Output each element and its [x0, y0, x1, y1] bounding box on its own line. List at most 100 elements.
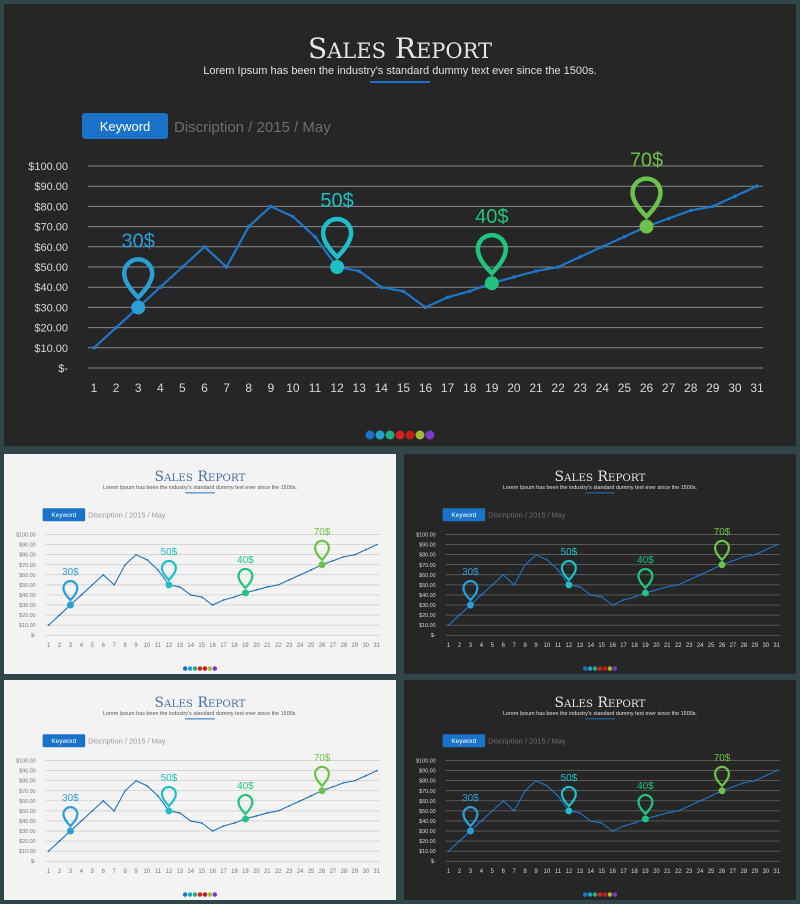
x-tick-label: 1 — [47, 869, 51, 875]
y-tick-label: $50.00 — [419, 583, 436, 589]
pagination-dot[interactable] — [602, 892, 608, 897]
pagination-dots[interactable] — [182, 892, 218, 897]
slide-thumbnail-top-left[interactable]: SALES REPORT Lorem Ipsum has been the ind… — [4, 454, 396, 674]
y-tick-label: $50.00 — [19, 809, 36, 815]
price-marker: 50$ — [161, 773, 178, 815]
keyword-button[interactable]: Keyword — [442, 508, 486, 522]
data-point — [124, 789, 127, 792]
slide-thumbnail-bottom-right[interactable]: SALES REPORT Lorem Ipsum has been the ind… — [404, 680, 796, 900]
x-tick-label: 12 — [566, 869, 573, 875]
y-tick-label: $90.00 — [419, 543, 436, 549]
x-tick-label: 8 — [123, 869, 127, 875]
y-tick-label: $- — [431, 859, 436, 865]
y-tick-label: $60.00 — [419, 799, 436, 805]
pagination-dot[interactable] — [385, 430, 395, 440]
pagination-dot[interactable] — [587, 666, 593, 671]
pagination-dot[interactable] — [202, 892, 208, 897]
pagination-dot[interactable] — [202, 666, 208, 671]
pagination-dot[interactable] — [587, 892, 593, 897]
pagination-dot[interactable] — [415, 430, 425, 440]
pagination-dot[interactable] — [602, 666, 608, 671]
data-point — [711, 204, 715, 209]
pagination-dot[interactable] — [582, 892, 588, 897]
pagination-dot[interactable] — [395, 430, 405, 440]
x-tick-label: 21 — [529, 381, 543, 395]
x-tick-label: 16 — [209, 869, 216, 875]
x-tick-label: 11 — [309, 381, 322, 395]
x-tick-label: 4 — [80, 869, 84, 875]
x-tick-label: 7 — [223, 381, 230, 395]
data-point — [158, 285, 163, 290]
y-tick-label: $50.00 — [34, 262, 68, 274]
pagination-dot[interactable] — [212, 892, 218, 897]
y-tick-label: $100.00 — [16, 759, 36, 765]
pagination-dots[interactable] — [182, 666, 218, 671]
slide-thumbnail-top-right[interactable]: SALES REPORT Lorem Ipsum has been the ind… — [404, 454, 796, 674]
pagination-dot[interactable] — [197, 892, 203, 897]
pagination-dot[interactable] — [582, 666, 588, 671]
price-marker: 40$ — [637, 781, 654, 823]
data-point — [622, 234, 627, 239]
pagination-dot[interactable] — [597, 666, 603, 671]
x-tick-label: 20 — [253, 643, 260, 649]
pagination-dot[interactable] — [182, 892, 188, 897]
pagination-dots[interactable] — [582, 892, 618, 897]
pagination-dots[interactable] — [365, 430, 435, 440]
data-point — [364, 774, 367, 777]
slide-thumbnail-bottom-left[interactable]: SALES REPORT Lorem Ipsum has been the ind… — [4, 680, 396, 900]
data-point — [677, 810, 680, 812]
x-tick-label: 26 — [640, 381, 654, 395]
data-point — [480, 594, 483, 596]
data-point — [633, 822, 636, 824]
pagination-dot[interactable] — [197, 666, 203, 671]
keyword-button[interactable]: Keyword — [42, 508, 86, 522]
price-marker: 70$ — [630, 150, 663, 234]
pagination-dot[interactable] — [607, 666, 613, 671]
x-tick-label: 17 — [620, 643, 627, 649]
x-tick-label: 19 — [485, 381, 499, 395]
data-point — [200, 822, 203, 824]
pagination-dot[interactable] — [192, 666, 198, 671]
pagination-dot[interactable] — [212, 666, 218, 671]
keyword-button[interactable]: Keyword — [82, 113, 168, 139]
x-tick-label: 10 — [144, 643, 151, 649]
keyword-button-label: Keyword — [100, 119, 151, 134]
keyword-button[interactable]: Keyword — [42, 734, 86, 748]
x-tick-label: 21 — [664, 643, 671, 649]
x-tick-label: 9 — [534, 869, 538, 875]
marker-label: 70$ — [714, 753, 731, 764]
pagination-dot[interactable] — [182, 666, 188, 671]
pagination-dot[interactable] — [592, 892, 598, 897]
pagination-dot[interactable] — [207, 666, 213, 671]
pagination-dot[interactable] — [425, 430, 435, 440]
x-tick-label: 2 — [113, 381, 120, 395]
x-tick-label: 4 — [80, 643, 84, 649]
pagination-dot[interactable] — [612, 666, 618, 671]
data-point — [342, 781, 345, 784]
pagination-dot[interactable] — [192, 892, 198, 897]
pagination-dot[interactable] — [607, 892, 613, 897]
x-tick-label: 15 — [198, 869, 205, 875]
pagination-dot[interactable] — [597, 892, 603, 897]
pagination-dot[interactable] — [207, 892, 213, 897]
y-tick-label: $80.00 — [19, 553, 36, 559]
x-tick-label: 25 — [308, 643, 315, 649]
pagination-dot[interactable] — [375, 430, 385, 440]
pagination-dot[interactable] — [612, 892, 618, 897]
pagination-dot[interactable] — [592, 666, 598, 671]
keyword-button[interactable]: Keyword — [442, 734, 486, 748]
y-tick-label: $90.00 — [34, 181, 68, 193]
x-tick-label: 31 — [773, 643, 780, 649]
data-point — [189, 594, 192, 596]
x-tick-label: 1 — [447, 643, 451, 649]
pagination-dot[interactable] — [187, 666, 193, 671]
marker-label: 40$ — [475, 206, 508, 228]
x-tick-label: 3 — [69, 869, 73, 875]
pagination-dot[interactable] — [365, 430, 375, 440]
pagination-dot[interactable] — [405, 430, 415, 440]
data-point — [80, 594, 83, 596]
pagination-dots[interactable] — [582, 666, 618, 671]
pagination-dot[interactable] — [187, 892, 193, 897]
x-tick-label: 25 — [708, 869, 715, 875]
marker-dot — [641, 589, 649, 597]
